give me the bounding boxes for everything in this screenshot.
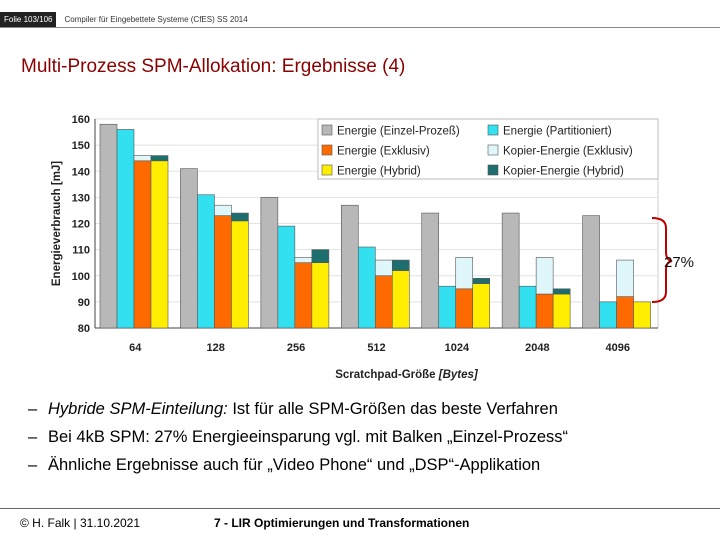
bar-energie-exklusiv — [214, 215, 232, 329]
bar-energie-hybrid — [633, 301, 651, 329]
bar-energie-hybrid — [311, 262, 330, 329]
bar-energie-einzel-proze — [340, 204, 359, 329]
bar-energie-exklusiv — [374, 275, 393, 329]
footer-chapter: 7 - LIR Optimierungen und Transformation… — [214, 516, 470, 530]
bar-kopier-energie-hybrid — [311, 249, 330, 263]
bar-energie-exklusiv — [133, 160, 152, 329]
y-tick-label: 110 — [72, 245, 90, 257]
bar-energie-einzel-proze — [582, 215, 600, 329]
footer-author-date: © H. Falk | 31.10.2021 — [20, 516, 141, 530]
bar-energie-hybrid — [391, 270, 410, 329]
x-tick-label: 256 — [287, 342, 305, 354]
x-tick-label: 512 — [367, 342, 385, 354]
slide-title: Multi-Prozess SPM-Allokation: Ergebnisse… — [21, 56, 406, 77]
legend-swatch — [487, 164, 499, 176]
bullet-dash: – — [28, 456, 38, 474]
bar-kopier-energie-exklusiv — [133, 155, 152, 162]
y-tick-label: 130 — [72, 192, 90, 204]
legend-label: Kopier-Energie (Exklusiv) — [503, 146, 633, 158]
brace-annotation — [651, 217, 673, 303]
y-tick-label: 100 — [72, 271, 90, 283]
x-tick-label: 4096 — [606, 342, 630, 354]
bar-energie-partitioniert — [357, 246, 376, 329]
bar-energie-einzel-proze — [180, 168, 198, 329]
y-tick-label: 140 — [72, 166, 90, 178]
x-tick-label: 2048 — [525, 342, 549, 354]
course-title: Compiler für Eingebettete Systeme (CfES)… — [64, 15, 248, 24]
legend-label: Energie (Einzel-Prozeß) — [337, 126, 460, 138]
bar-kopier-energie-exklusiv — [535, 257, 554, 295]
x-axis-title: Scratchpad-Größe [Bytes] — [335, 369, 479, 381]
bar-kopier-energie-hybrid — [472, 278, 491, 284]
bar-energie-partitioniert — [518, 285, 537, 329]
x-tick-label: 64 — [129, 342, 142, 354]
bar-kopier-energie-exklusiv — [374, 259, 393, 277]
legend-swatch — [321, 164, 333, 176]
legend-label: Energie (Hybrid) — [337, 166, 421, 178]
bar-energie-hybrid — [231, 220, 249, 329]
bar-energie-exklusiv — [535, 293, 554, 329]
energy-bar-chart: 80 90 100 110 120 130 140 150 160 64 128 256 512 1024… — [51, 114, 694, 381]
bar-energie-hybrid — [552, 293, 571, 329]
bar-energie-einzel-proze — [501, 212, 520, 329]
bar-energie-einzel-proze — [99, 123, 118, 329]
x-tick-label: 128 — [206, 342, 224, 354]
bullet-item: – Bei 4kB SPM: 27% Energieeinsparung vgl… — [28, 428, 568, 456]
bar-energie-partitioniert — [197, 194, 215, 329]
bullet-text: Bei 4kB SPM: 27% Energieeinsparung vgl. … — [48, 428, 568, 446]
y-tick-label: 90 — [78, 297, 90, 309]
header-divider — [0, 27, 720, 28]
bar-energie-partitioniert — [599, 301, 617, 329]
legend-label: Kopier-Energie (Hybrid) — [503, 166, 624, 178]
bar-kopier-energie-exklusiv — [294, 257, 313, 263]
bar-energie-hybrid — [472, 283, 491, 329]
y-tick-label: 120 — [72, 219, 90, 231]
bar-kopier-energie-hybrid — [231, 212, 249, 222]
bar-energie-exklusiv — [294, 262, 313, 329]
x-tick-label: 1024 — [445, 342, 470, 354]
legend-swatch — [487, 144, 499, 156]
bullet-text: Ist für alle SPM-Größen das beste Verfah… — [227, 400, 558, 418]
legend-label: Energie (Partitioniert) — [503, 126, 612, 138]
bar-energie-exklusiv — [616, 296, 634, 329]
savings-percent-label: 27% — [664, 254, 694, 271]
bullet-dash: – — [28, 400, 38, 418]
bar-energie-hybrid — [150, 160, 169, 329]
legend-swatch — [321, 144, 333, 156]
bullet-dash: – — [28, 428, 38, 446]
bullet-emphasis: Hybride SPM-Einteilung: — [48, 400, 228, 418]
bar-energie-exklusiv — [455, 288, 474, 329]
bar-kopier-energie-exklusiv — [455, 257, 474, 290]
footer-divider — [0, 508, 720, 509]
y-tick-label: 80 — [78, 323, 90, 335]
bar-energie-partitioniert — [438, 285, 457, 329]
bar-kopier-energie-hybrid — [391, 259, 410, 271]
bar-energie-einzel-proze — [260, 197, 279, 329]
slide-header: Folie 103/106 Compiler für Eingebettete … — [0, 12, 248, 27]
bullet-list: – Hybride SPM-Einteilung: Ist für alle S… — [28, 400, 568, 484]
bullet-item: – Hybride SPM-Einteilung: Ist für alle S… — [28, 400, 568, 428]
legend-swatch — [487, 124, 499, 136]
slide-number: Folie 103/106 — [0, 12, 57, 27]
bar-kopier-energie-exklusiv — [616, 259, 634, 297]
bar-kopier-energie-exklusiv — [214, 204, 232, 216]
bar-kopier-energie-hybrid — [552, 288, 571, 295]
bullet-text: Ähnliche Ergebnisse auch für „Video Phon… — [48, 456, 541, 474]
bar-energie-partitioniert — [277, 225, 296, 329]
bullet-item: – Ähnliche Ergebnisse auch für „Video Ph… — [28, 456, 568, 484]
y-tick-label: 150 — [72, 140, 90, 152]
y-tick-label: 160 — [72, 114, 90, 126]
legend-label: Energie (Exklusiv) — [337, 146, 430, 158]
bar-energie-einzel-proze — [421, 212, 440, 329]
legend-swatch — [321, 124, 333, 136]
y-axis-title: Energieverbrauch [mJ] — [51, 161, 63, 286]
bar-energie-partitioniert — [116, 129, 135, 329]
bar-kopier-energie-hybrid — [150, 155, 169, 162]
